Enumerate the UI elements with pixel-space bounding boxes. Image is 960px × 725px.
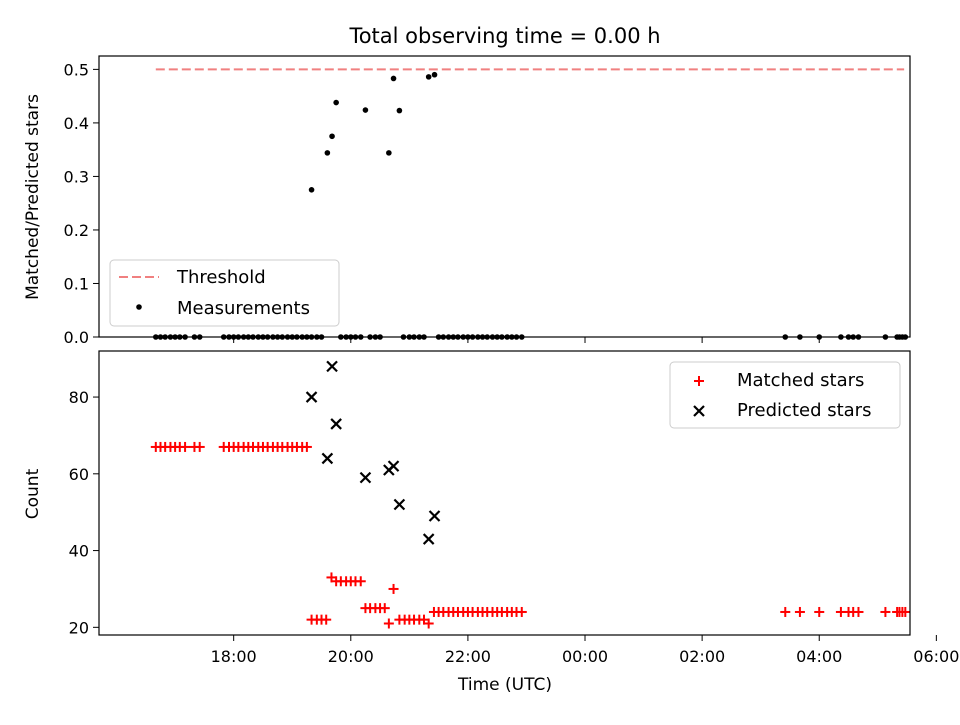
matched-star-point: [321, 614, 332, 625]
measurement-point: [431, 71, 438, 78]
x-axis-label: Time (UTC): [457, 675, 552, 695]
top-ylabel: Matched/Predicted stars: [23, 94, 43, 300]
matched-star-point: [379, 603, 390, 614]
predicted-star-stroke: [359, 471, 372, 484]
predicted-star-point: [387, 460, 400, 472]
predicted-star-stroke: [387, 460, 400, 472]
bottom-ytick-label: 80: [69, 388, 89, 407]
bottom-xtick-label: 20:00: [328, 647, 374, 666]
measurement-point: [362, 107, 369, 113]
predicted-star-stroke: [321, 452, 334, 465]
bottom-xtick-label: 22:00: [445, 647, 491, 666]
matched-star-point: [880, 606, 891, 617]
matched-star-point: [423, 618, 434, 629]
predicted-star-stroke: [330, 418, 342, 430]
bottom-legend: Matched stars Predicted stars: [669, 361, 901, 429]
bottom-xtick-label: 00:00: [562, 647, 608, 666]
matched-star-point: [780, 606, 791, 617]
top-ytick-label: 0.2: [64, 221, 89, 240]
predicted-star-point: [321, 452, 334, 465]
top-plot-area: 0.0 0.1 0.2 0.3 0.4 0.5 Threshold Measurements: [64, 55, 911, 347]
measurement-point: [396, 107, 403, 114]
predicted-star-point: [422, 533, 435, 545]
legend-predicted-swatch: [693, 405, 705, 417]
matched-star-point: [814, 606, 825, 617]
predicted-star-point: [359, 471, 372, 484]
chart-title: Total observing time = 0.00 h: [348, 24, 660, 48]
predicted-star-stroke: [422, 533, 435, 545]
matched-star-point: [194, 441, 205, 452]
bottom-ytick-label: 60: [69, 465, 89, 484]
predicted-star-point: [330, 418, 342, 430]
bottom-legend-box: [669, 361, 901, 429]
top-ytick-label: 0.0: [64, 328, 89, 347]
bottom-ylabel: Count: [23, 468, 43, 519]
measurement-point: [386, 150, 392, 156]
measurement-point: [425, 74, 432, 80]
matched-star-point: [794, 606, 805, 617]
legend-threshold-label: Threshold: [176, 267, 266, 288]
matched-star-point: [388, 583, 399, 594]
matched-star-point: [180, 441, 191, 452]
top-axes-frame: [98, 55, 911, 338]
predicted-star-point: [393, 498, 406, 511]
predicted-star-stroke: [305, 391, 318, 403]
measurement-point: [324, 150, 331, 156]
matched-star-point: [900, 606, 911, 617]
matched-star-point: [516, 606, 527, 617]
bottom-plot-area: 20 40 60 80 18:00 20:00 22:00 00:00 02:00 04:00 06…: [69, 350, 959, 666]
bottom-xtick-label: 04:00: [796, 647, 842, 666]
bottom-axes-frame: [98, 350, 911, 636]
bottom-ytick-label: 20: [69, 618, 89, 637]
measurement-point: [333, 99, 339, 106]
predicted-star-point: [305, 391, 318, 403]
bottom-xtick-label: 02:00: [679, 647, 725, 666]
bottom-ytick-label: 40: [69, 542, 89, 561]
legend-measurements-label: Measurements: [177, 298, 310, 319]
legend-predicted-label: Predicted stars: [737, 400, 871, 421]
measurement-point: [308, 187, 315, 193]
top-ytick-label: 0.5: [64, 60, 89, 79]
predicted-star-stroke: [428, 510, 441, 522]
top-ytick-label: 0.4: [64, 114, 89, 133]
legend-matched-label: Matched stars: [737, 370, 864, 391]
top-ytick-label: 0.1: [64, 274, 89, 293]
predicted-star-stroke: [393, 498, 406, 511]
matched-star-point: [355, 576, 366, 587]
matched-star-point: [301, 441, 312, 452]
predicted-star-point: [326, 360, 338, 373]
top-legend-box: [109, 259, 340, 327]
bottom-xtick-label: 06:00: [913, 647, 959, 666]
predicted-star-stroke: [326, 360, 338, 373]
bottom-xtick-label: 18:00: [211, 647, 257, 666]
measurement-point: [390, 75, 397, 82]
top-legend: Threshold Measurements: [109, 259, 340, 327]
measurement-point: [329, 133, 335, 140]
legend-measurements-swatch: [136, 304, 142, 310]
matched-star-point: [383, 618, 394, 629]
top-ytick-label: 0.3: [64, 167, 89, 186]
matched-star-point: [853, 606, 864, 617]
predicted-star-point: [428, 510, 441, 522]
